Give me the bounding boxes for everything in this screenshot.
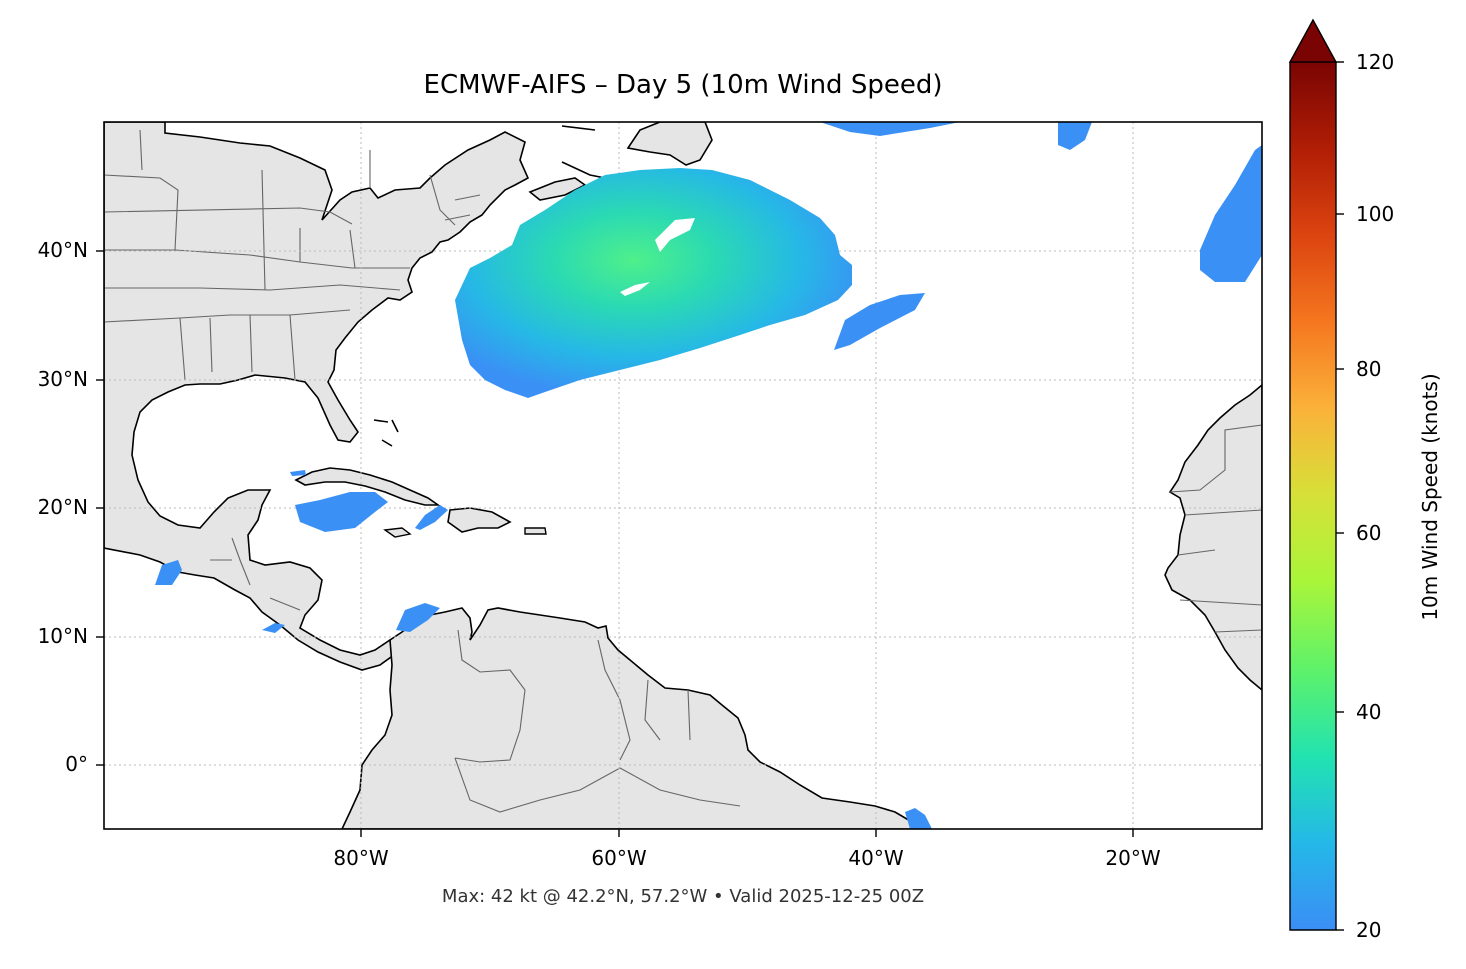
- map-title: ECMWF-AIFS – Day 5 (10m Wind Speed): [423, 70, 943, 100]
- map-frame: [103, 121, 1263, 830]
- storm-wind-field: [455, 168, 852, 398]
- wind-patch-north: [820, 122, 960, 136]
- colorbar-label-20: 20: [1356, 918, 1382, 942]
- storm-eye-gap-2: [620, 282, 650, 296]
- lon-label-60w: 60°W: [591, 846, 647, 870]
- colorbar: [1288, 18, 1344, 931]
- lat-label-30n: 30°N: [37, 367, 88, 391]
- lon-label-20w: 20°W: [1105, 846, 1161, 870]
- jamaica-land: [383, 527, 412, 538]
- cuba-land: [294, 467, 441, 506]
- colorbar-gradient: [1290, 62, 1336, 930]
- colorbar-extend-arrow: [1288, 18, 1338, 63]
- wind-patch-north-2: [1058, 122, 1092, 150]
- wind-patch-caribbean-south: [396, 603, 440, 632]
- puerto-rico-land: [524, 527, 547, 535]
- gridlines: [104, 122, 1262, 829]
- colorbar-ticks: [1336, 61, 1344, 931]
- lat-label-40n: 40°N: [37, 238, 88, 262]
- lat-label-20n: 20°N: [37, 495, 88, 519]
- colorbar-label-100: 100: [1356, 202, 1395, 226]
- wind-field: [155, 122, 1262, 829]
- wind-patch-east: [834, 293, 925, 350]
- wind-patch-hispaniola: [415, 505, 448, 530]
- colorbar-label-80: 80: [1356, 357, 1382, 381]
- map-ticks: [96, 250, 1134, 837]
- colorbar-title: 10m Wind Speed (knots): [1418, 373, 1442, 621]
- bahamas-land: [373, 419, 399, 447]
- anticosti-land: [561, 125, 606, 179]
- lat-label-10n: 10°N: [37, 624, 88, 648]
- lat-label-0: 0°: [65, 752, 88, 776]
- hispaniola-land: [447, 507, 512, 533]
- storm-eye-gap: [655, 218, 695, 252]
- lon-label-40w: 40°W: [848, 846, 904, 870]
- colorbar-label-120: 120: [1356, 50, 1395, 74]
- political-borders: [104, 129, 1262, 813]
- colorbar-label-40: 40: [1356, 700, 1382, 724]
- south-america-land: [341, 607, 926, 829]
- wind-patch-small: [290, 470, 306, 476]
- map-area: [104, 122, 1262, 829]
- africa-land: [1164, 383, 1262, 692]
- wind-patch-pacific: [262, 623, 285, 633]
- max-wind-footnote: Max: 42 kt @ 42.2°N, 57.2°W • Valid 2025…: [441, 886, 925, 907]
- wind-patch-cuba: [295, 492, 388, 532]
- newfoundland-land: [626, 122, 713, 166]
- wind-patch-azores: [1200, 145, 1262, 282]
- colorbar-label-60: 60: [1356, 521, 1382, 545]
- wind-patch-yucatan: [155, 560, 182, 585]
- wind-patch-brazil: [905, 808, 932, 829]
- lon-label-80w: 80°W: [333, 846, 389, 870]
- colorbar-frame: [1289, 62, 1337, 931]
